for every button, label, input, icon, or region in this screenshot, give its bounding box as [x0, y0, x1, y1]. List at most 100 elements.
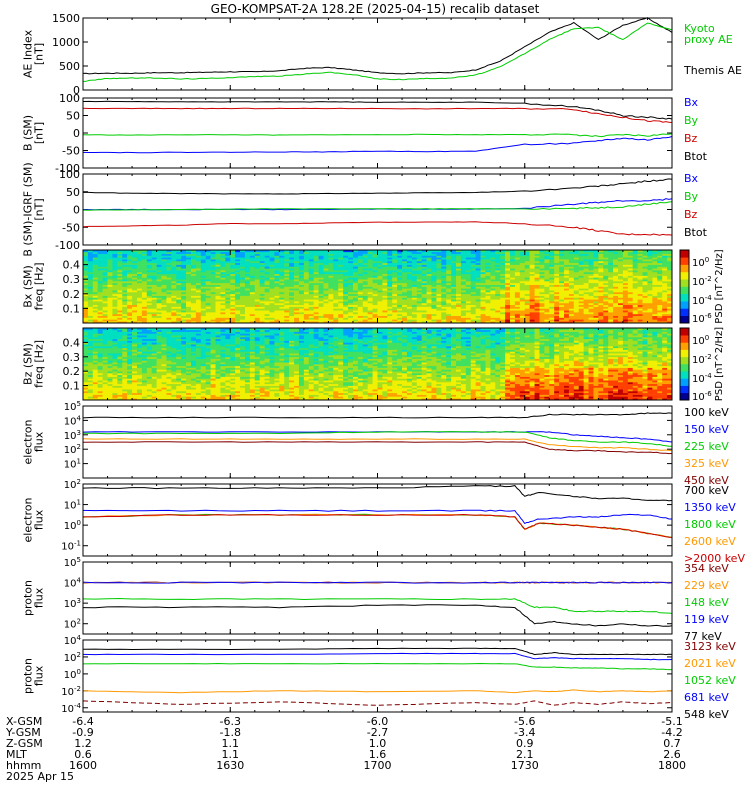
heatmap-cell	[230, 301, 236, 304]
heatmap-cell	[382, 257, 388, 260]
heatmap-cell	[559, 270, 565, 273]
heatmap-cell	[141, 319, 148, 322]
heatmap-cell	[564, 270, 570, 273]
heatmap-cell	[318, 301, 324, 304]
heatmap-cell	[313, 297, 319, 300]
heatmap-cell	[323, 313, 329, 317]
heatmap-cell	[166, 310, 172, 313]
heatmap-cell	[210, 299, 216, 302]
heatmap-cell	[421, 286, 427, 289]
heatmap-cell	[254, 275, 260, 278]
heatmap-cell	[343, 299, 349, 302]
heatmap-cell	[564, 290, 570, 293]
heatmap-cell	[436, 306, 442, 309]
heatmap-cell	[559, 291, 565, 295]
heatmap-cell	[367, 270, 373, 273]
heatmap-cell	[313, 317, 319, 320]
heatmap-cell	[603, 315, 609, 318]
heatmap-cell	[244, 281, 251, 284]
heatmap-cell	[328, 275, 334, 278]
heatmap-cell	[249, 302, 256, 306]
heatmap-cell	[564, 299, 570, 302]
heatmap-cell	[456, 310, 462, 313]
heatmap-cell	[411, 310, 418, 313]
heatmap-cell	[608, 266, 614, 269]
heatmap-cell	[411, 290, 418, 293]
heatmap-cell	[240, 270, 246, 273]
heatmap-cell	[107, 279, 113, 282]
heatmap-cell	[441, 321, 447, 324]
heatmap-cell	[608, 279, 614, 282]
heatmap-cell	[652, 268, 658, 271]
heatmap-cell	[127, 277, 133, 280]
heatmap-cell	[622, 310, 629, 313]
heatmap-cell	[465, 317, 472, 320]
heatmap-cell	[534, 253, 540, 256]
heatmap-cell	[102, 251, 108, 254]
heatmap-cell	[460, 288, 467, 291]
heatmap-cell	[460, 299, 467, 302]
heatmap-cell	[431, 286, 437, 289]
heatmap-cell	[264, 317, 270, 320]
heatmap-cell	[171, 293, 177, 296]
heatmap-cell	[460, 306, 467, 309]
heatmap-cell	[156, 284, 162, 287]
heatmap-cell	[298, 302, 305, 306]
heatmap-cell	[186, 271, 192, 275]
heatmap-cell	[544, 275, 550, 278]
heatmap-cell	[323, 301, 329, 304]
heatmap-cell	[603, 250, 609, 253]
heatmap-cell	[642, 277, 648, 280]
heatmap-cell	[554, 253, 560, 256]
heatmap-cell	[294, 273, 300, 276]
heatmap-cell	[107, 277, 113, 280]
heatmap-cell	[632, 315, 638, 318]
heatmap-cell	[146, 266, 153, 269]
heatmap-cell	[303, 284, 310, 287]
heatmap-cell	[593, 281, 599, 284]
heatmap-cell	[132, 273, 138, 276]
heatmap-cell	[539, 286, 545, 289]
heatmap-cell	[382, 275, 388, 278]
heatmap-cell	[460, 273, 467, 276]
heatmap-cell	[583, 281, 589, 284]
heatmap-cell	[259, 313, 265, 317]
heatmap-cell	[102, 255, 108, 258]
heatmap-cell	[485, 312, 491, 315]
heatmap-cell	[534, 260, 540, 264]
heatmap-cell	[127, 319, 133, 322]
heatmap-cell	[323, 277, 329, 280]
heatmap-cell	[416, 250, 422, 253]
heatmap-cell	[446, 315, 452, 318]
heatmap-cell	[146, 291, 153, 295]
heatmap-cell	[313, 310, 319, 313]
heatmap-cell	[264, 310, 270, 313]
heatmap-cell	[161, 268, 167, 271]
heatmap-cell	[151, 260, 157, 264]
heatmap-cell	[362, 297, 368, 300]
heatmap-cell	[136, 299, 143, 302]
heatmap-cell	[421, 250, 427, 253]
heatmap-cell	[451, 317, 457, 320]
heatmap-cell	[348, 281, 354, 284]
heatmap-cell	[480, 299, 486, 302]
heatmap-cell	[240, 308, 246, 311]
heatmap-cell	[264, 270, 270, 273]
heatmap-cell	[308, 264, 314, 267]
heatmap-cell	[195, 317, 202, 320]
heatmap-cell	[406, 286, 413, 289]
heatmap-cell	[97, 279, 103, 282]
heatmap-cell	[372, 253, 378, 256]
heatmap-cell	[318, 271, 324, 275]
heatmap-cell	[514, 253, 521, 256]
heatmap-cell	[318, 260, 324, 264]
heatmap-cell	[141, 317, 148, 320]
heatmap-cell	[411, 306, 418, 309]
heatmap-cell	[146, 321, 153, 324]
heatmap-cell	[642, 262, 648, 265]
heatmap-cell	[387, 268, 393, 271]
heatmap-cell	[465, 293, 472, 296]
heatmap-cell	[652, 282, 658, 285]
heatmap-cell	[205, 260, 211, 264]
